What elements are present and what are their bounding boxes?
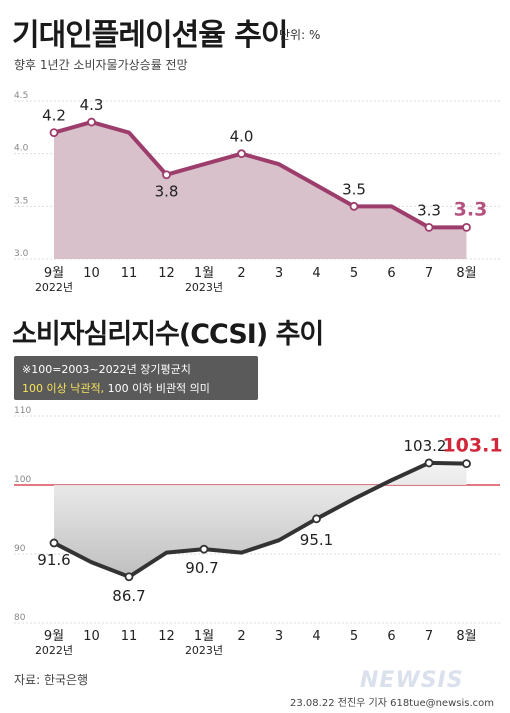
inflation-data-label: 3.8 (155, 183, 179, 201)
ccsi-marker (462, 459, 471, 469)
ccsi-xtick-label: 6 (387, 629, 395, 644)
inflation-ytick-label: 4.0 (14, 144, 29, 154)
credit-line: 23.08.22 전진우 기자 618tue@newsis.com (290, 698, 494, 709)
ccsi-note-highlight: 100 이상 낙관적, (22, 382, 105, 395)
ccsi-note-line1: ※100=2003~2022년 장기평균치 (22, 363, 191, 376)
ccsi-xtick-label: 7 (425, 629, 433, 644)
inflation-xtick-label: 6 (387, 266, 395, 281)
ccsi-xtick-label: 1월 (194, 629, 214, 644)
inflation-marker (162, 170, 171, 180)
inflation-data-label: 4.2 (42, 107, 66, 125)
ccsi-data-label: 90.7 (185, 559, 218, 577)
inflation-marker (349, 201, 359, 211)
ccsi-data-label: 86.7 (112, 587, 145, 605)
ccsi-xtick-label: 12 (158, 629, 175, 644)
ccsi-note-line2: 100 이상 낙관적, 100 이하 비관적 의미 (22, 380, 210, 396)
inflation-marker (237, 149, 246, 159)
inflation-year-label: 2022년 (35, 281, 73, 294)
ccsi-year-label: 2023년 (185, 644, 223, 657)
ccsi-note-box: ※100=2003~2022년 장기평균치 100 이상 낙관적, 100 이하… (14, 356, 258, 400)
inflation-xtick-label: 3 (275, 266, 283, 281)
ccsi-area (54, 462, 467, 577)
ccsi-xtick-label: 2 (237, 629, 245, 644)
inflation-data-label: 4.3 (80, 96, 104, 114)
inflation-xtick-label: 8월 (456, 266, 476, 281)
inflation-data-label: 3.3 (454, 198, 488, 220)
inflation-ytick-label: 3.0 (14, 249, 29, 259)
ccsi-marker (199, 544, 209, 554)
ccsi-data-label: 103.1 (442, 435, 502, 457)
inflation-xtick-label: 1월 (194, 266, 214, 281)
inflation-xtick-label: 4 (312, 266, 320, 281)
inflation-data-label: 4.0 (230, 128, 254, 146)
inflation-xtick-label: 10 (83, 266, 100, 281)
ccsi-xtick-label: 9월 (44, 629, 64, 644)
inflation-chart-title: 기대인플레이션율 추이 (12, 18, 288, 53)
newsis-watermark: NEWSIS (360, 668, 464, 693)
inflation-marker (87, 117, 96, 127)
ccsi-year-label: 2022년 (35, 644, 73, 657)
ccsi-chart-title: 소비자심리지수(CCSI) 추이 (12, 319, 324, 350)
ccsi-ytick-label: 100 (14, 475, 31, 485)
ccsi-xtick-label: 11 (121, 629, 138, 644)
inflation-xtick-label: 5 (350, 266, 358, 281)
ccsi-xtick-label: 10 (83, 629, 100, 644)
ccsi-ytick-label: 90 (14, 544, 26, 554)
inflation-ytick-label: 3.5 (14, 196, 28, 206)
ccsi-marker (424, 458, 434, 468)
inflation-data-label: 3.5 (342, 180, 366, 198)
inflation-marker (49, 128, 59, 138)
ccsi-note-rest: 100 이하 비관적 의미 (104, 382, 210, 395)
inflation-xtick-label: 12 (158, 266, 175, 281)
inflation-marker (424, 222, 434, 232)
ccsi-marker (124, 572, 134, 582)
ccsi-xtick-label: 4 (312, 629, 320, 644)
ccsi-xtick-label: 8월 (456, 629, 476, 644)
inflation-xtick-label: 2 (237, 266, 245, 281)
ccsi-data-label: 95.1 (300, 531, 333, 549)
inflation-year-label: 2023년 (185, 281, 223, 294)
unit-label: 단위: % (279, 28, 321, 42)
inflation-chart: 3.0 3.5 4.0 4.5 4.2 4.3 3.8 4.0 3.5 3.3 3.3 9월 10 11 1… (14, 91, 500, 294)
ccsi-marker (49, 538, 59, 548)
inflation-data-label: 3.3 (417, 201, 441, 219)
inflation-marker (462, 222, 471, 232)
inflation-xtick-label: 11 (121, 266, 138, 281)
ccsi-ytick-label: 110 (14, 406, 31, 416)
ccsi-data-label: 103.2 (404, 437, 447, 455)
ccsi-line (53, 460, 467, 579)
inflation-chart-subtitle: 향후 1년간 소비자물가상승률 전망 (14, 58, 188, 72)
inflation-area (54, 122, 467, 259)
inflation-xtick-label: 7 (425, 266, 433, 281)
ccsi-xtick-label: 5 (350, 629, 358, 644)
ccsi-ytick-label: 80 (14, 613, 26, 623)
ccsi-marker (312, 514, 321, 524)
inflation-xtick-label: 9월 (44, 266, 64, 281)
ccsi-xtick-label: 3 (275, 629, 283, 644)
inflation-ytick-label: 4.5 (14, 91, 28, 101)
ccsi-data-label: 91.6 (37, 551, 70, 569)
inflation-line (53, 120, 467, 230)
source-label: 자료: 한국은행 (14, 673, 89, 687)
